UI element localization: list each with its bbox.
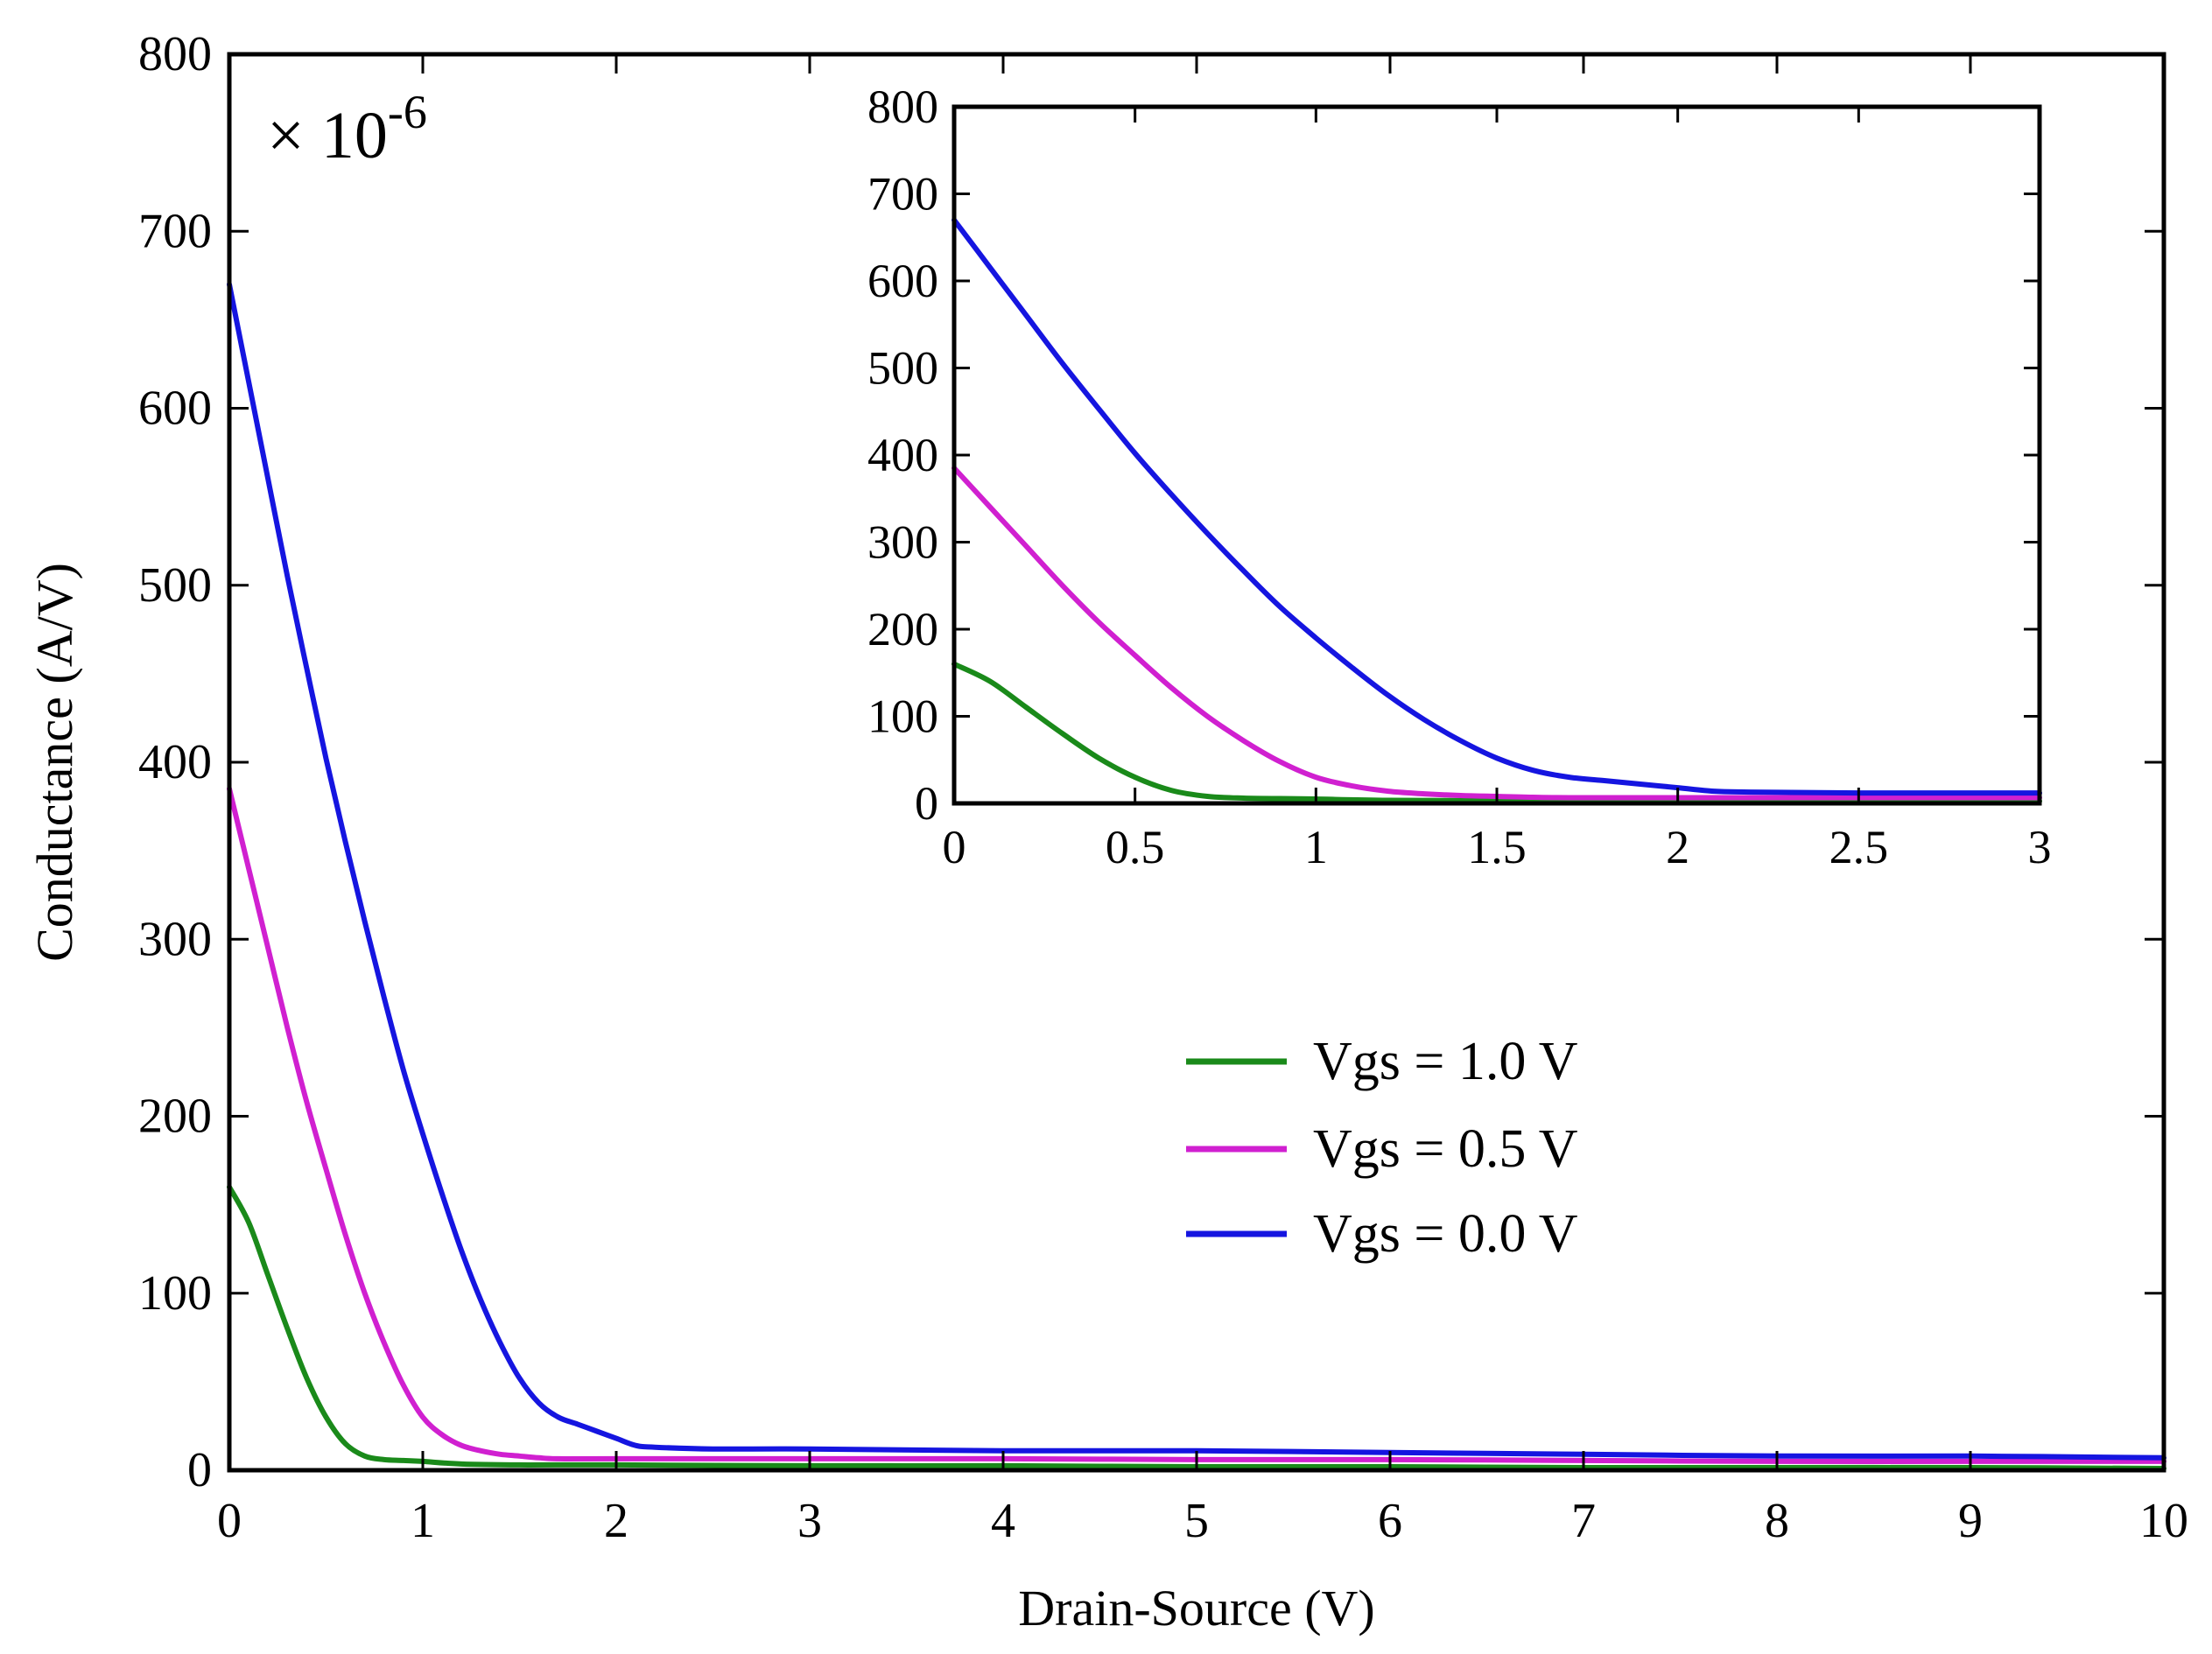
main-y-tick-label: 200 — [138, 1090, 212, 1144]
inset-y-tick-label: 0 — [915, 777, 938, 830]
legend: Vgs = 1.0 V Vgs = 0.5 V Vgs = 0.0 V — [1186, 1032, 1578, 1264]
main-x-tick-label: 7 — [1571, 1494, 1596, 1548]
main-x-tick-label: 9 — [1958, 1494, 1983, 1548]
main-x-tick-label: 6 — [1378, 1494, 1402, 1548]
main-x-tick-label: 10 — [2139, 1494, 2188, 1548]
main-ticks — [228, 53, 2166, 1472]
inset-series-line-1 — [952, 465, 2042, 801]
inset-x-tick-label: 2 — [1666, 821, 1689, 873]
inset-x-tick-label: 1 — [1304, 821, 1328, 873]
inset-x-tick-label: 3 — [2028, 821, 2052, 873]
main-y-tick-label: 800 — [138, 27, 212, 81]
inset-y-tick-label: 600 — [867, 255, 938, 307]
inset-y-tick-label: 500 — [867, 342, 938, 395]
y-multiplier: × 10-6 — [267, 86, 427, 172]
inset-series-group — [952, 217, 2042, 804]
main-x-tick-label: 5 — [1184, 1494, 1209, 1548]
legend-label-vgs-1-0: Vgs = 1.0 V — [1313, 1032, 1578, 1091]
inset-plot: 0 0.5 1 1.5 2 2.5 3 0 100 200 300 400 500 600 700 800 — [867, 81, 2052, 873]
main-x-tick-label: 1 — [411, 1494, 435, 1548]
inset-x-tick-labels: 0 0.5 1 1.5 2 2.5 3 — [943, 821, 2052, 873]
main-y-tick-label: 0 — [187, 1443, 212, 1497]
inset-y-tick-labels: 0 100 200 300 400 500 600 700 800 — [867, 81, 938, 830]
inset-y-tick-label: 400 — [867, 429, 938, 481]
inset-series-line-0 — [952, 661, 2042, 804]
main-y-tick-label: 300 — [138, 912, 212, 966]
main-series-line-2 — [227, 281, 2166, 1461]
main-y-tick-label: 100 — [138, 1266, 212, 1321]
inset-x-tick-label: 0.5 — [1106, 821, 1165, 873]
main-y-tick-label: 600 — [138, 382, 212, 436]
main-y-tick-label: 700 — [138, 204, 212, 258]
main-x-tick-label: 4 — [991, 1494, 1015, 1548]
inset-ticks — [952, 105, 2041, 805]
main-series-line-1 — [227, 786, 2166, 1464]
main-x-tick-label: 2 — [604, 1494, 628, 1548]
main-y-tick-label: 400 — [138, 735, 212, 789]
inset-y-tick-label: 800 — [867, 81, 938, 133]
y-axis-title: Conductance (A/V) — [26, 563, 83, 962]
y-multiplier-base: × 10 — [267, 99, 388, 172]
legend-label-vgs-0-0: Vgs = 0.0 V — [1313, 1204, 1578, 1264]
inset-x-tick-label: 2.5 — [1829, 821, 1889, 873]
inset-x-tick-label: 1.5 — [1467, 821, 1527, 873]
inset-x-tick-label: 0 — [943, 821, 966, 873]
inset-background — [954, 107, 2040, 803]
main-x-tick-labels: 0 1 2 3 4 5 6 7 8 9 10 — [217, 1494, 2188, 1548]
main-x-tick-label: 8 — [1765, 1494, 1789, 1548]
main-x-tick-label: 0 — [217, 1494, 242, 1548]
inset-y-tick-label: 200 — [867, 603, 938, 655]
legend-label-vgs-0-5: Vgs = 0.5 V — [1313, 1119, 1578, 1179]
main-y-tick-label: 500 — [138, 558, 212, 613]
y-multiplier-exponent: -6 — [388, 86, 427, 138]
main-y-tick-labels: 0 100 200 300 400 500 600 700 800 — [138, 27, 212, 1497]
inset-y-tick-label: 300 — [867, 516, 938, 569]
inset-series-line-2 — [952, 217, 2042, 796]
x-axis-title: Drain-Source (V) — [1018, 1580, 1374, 1636]
main-x-tick-label: 3 — [797, 1494, 822, 1548]
inset-y-tick-label: 100 — [867, 690, 938, 743]
inset-y-tick-label: 700 — [867, 168, 938, 221]
